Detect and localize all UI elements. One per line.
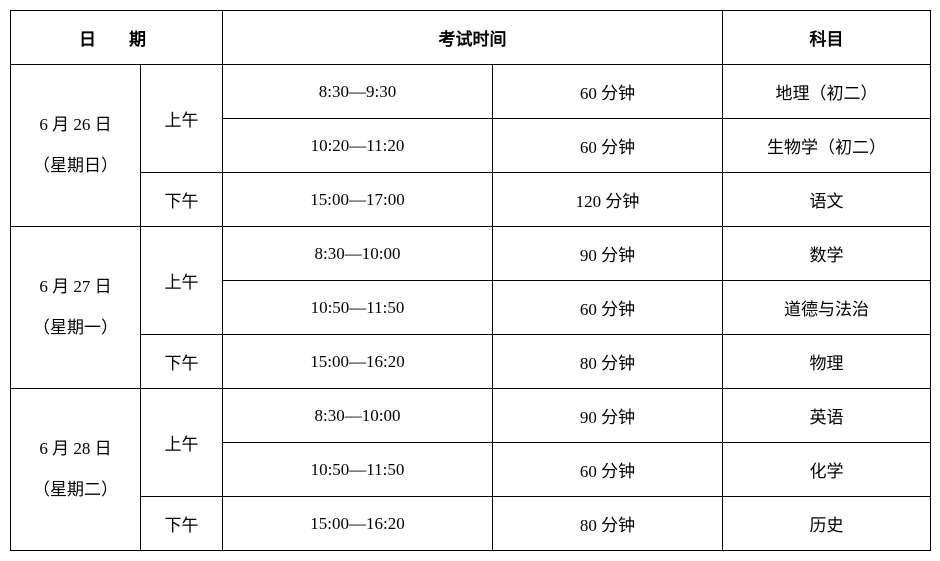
time-cell: 10:50—11:50	[223, 443, 493, 497]
time-cell: 15:00—16:20	[223, 335, 493, 389]
date-line2: （星期二）	[33, 480, 118, 499]
date-cell: 6 月 26 日 （星期日）	[11, 65, 141, 227]
table-header-row: 日 期 考试时间 科目	[11, 11, 931, 65]
time-cell: 8:30—9:30	[223, 65, 493, 119]
time-cell: 15:00—17:00	[223, 173, 493, 227]
header-time: 考试时间	[223, 11, 723, 65]
subject-cell: 英语	[723, 389, 931, 443]
subject-cell: 数学	[723, 227, 931, 281]
table-row: 6 月 26 日 （星期日） 上午 8:30—9:30 60 分钟 地理（初二）	[11, 65, 931, 119]
exam-schedule-table: 日 期 考试时间 科目 6 月 26 日 （星期日） 上午 8:30—9:30 …	[10, 10, 931, 551]
duration-cell: 60 分钟	[493, 119, 723, 173]
subject-cell: 道德与法治	[723, 281, 931, 335]
subject-cell: 历史	[723, 497, 931, 551]
date-line1: 6 月 26 日	[39, 115, 111, 134]
period-pm: 下午	[141, 497, 223, 551]
date-cell: 6 月 28 日 （星期二）	[11, 389, 141, 551]
date-line2: （星期日）	[33, 156, 118, 175]
time-cell: 10:50—11:50	[223, 281, 493, 335]
date-line2: （星期一）	[33, 318, 118, 337]
date-line1: 6 月 28 日	[39, 439, 111, 458]
table-row: 下午 15:00—16:20 80 分钟 物理	[11, 335, 931, 389]
subject-cell: 生物学（初二）	[723, 119, 931, 173]
period-pm: 下午	[141, 335, 223, 389]
time-cell: 8:30—10:00	[223, 227, 493, 281]
time-cell: 10:20—11:20	[223, 119, 493, 173]
table-row: 6 月 27 日 （星期一） 上午 8:30—10:00 90 分钟 数学	[11, 227, 931, 281]
period-am: 上午	[141, 227, 223, 335]
duration-cell: 120 分钟	[493, 173, 723, 227]
duration-cell: 90 分钟	[493, 227, 723, 281]
subject-cell: 物理	[723, 335, 931, 389]
subject-cell: 化学	[723, 443, 931, 497]
duration-cell: 60 分钟	[493, 65, 723, 119]
time-cell: 8:30—10:00	[223, 389, 493, 443]
period-am: 上午	[141, 389, 223, 497]
header-date-label: 日 期	[79, 30, 154, 49]
period-am: 上午	[141, 65, 223, 173]
duration-cell: 80 分钟	[493, 497, 723, 551]
table-row: 下午 15:00—16:20 80 分钟 历史	[11, 497, 931, 551]
duration-cell: 60 分钟	[493, 443, 723, 497]
date-line1: 6 月 27 日	[39, 277, 111, 296]
header-date: 日 期	[11, 11, 223, 65]
table-row: 6 月 28 日 （星期二） 上午 8:30—10:00 90 分钟 英语	[11, 389, 931, 443]
subject-cell: 语文	[723, 173, 931, 227]
date-cell: 6 月 27 日 （星期一）	[11, 227, 141, 389]
period-pm: 下午	[141, 173, 223, 227]
duration-cell: 80 分钟	[493, 335, 723, 389]
duration-cell: 60 分钟	[493, 281, 723, 335]
subject-cell: 地理（初二）	[723, 65, 931, 119]
table-row: 下午 15:00—17:00 120 分钟 语文	[11, 173, 931, 227]
duration-cell: 90 分钟	[493, 389, 723, 443]
header-subject: 科目	[723, 11, 931, 65]
time-cell: 15:00—16:20	[223, 497, 493, 551]
